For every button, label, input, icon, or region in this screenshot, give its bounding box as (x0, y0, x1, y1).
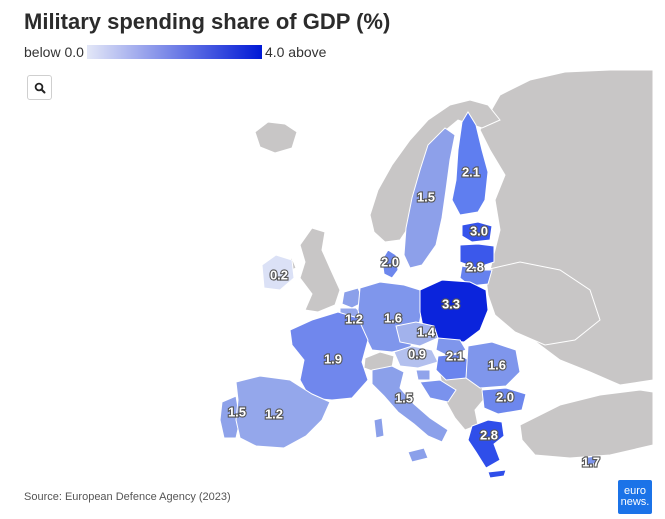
label-estonia: 3.0 (470, 223, 488, 238)
label-cyprus: 1.7 (582, 454, 600, 469)
logo-line-1: euro (623, 485, 647, 497)
country-sardinia (373, 417, 385, 439)
search-button[interactable] (27, 75, 52, 100)
country-denmark (381, 249, 399, 279)
country-croatia (419, 379, 457, 403)
label-bulgaria: 2.0 (496, 389, 514, 404)
search-icon (34, 82, 45, 93)
country-sweden (403, 127, 456, 269)
legend-color-ramp (86, 45, 262, 59)
source-note: Source: European Defence Agency (2023) (24, 491, 231, 503)
country-finland (451, 111, 489, 216)
logo-line-2: news. (620, 496, 650, 508)
label-spain: 1.2 (265, 406, 283, 421)
country-romania (465, 341, 521, 389)
country-latvia (459, 243, 495, 269)
country-crete (487, 469, 507, 479)
label-france: 1.9 (324, 351, 342, 366)
legend-max-label: 4.0 above (264, 44, 327, 60)
country-spain (235, 375, 331, 449)
chart-title: Military spending share of GDP (%) (24, 9, 391, 34)
country-slovenia (415, 369, 431, 381)
country-portugal (219, 395, 241, 439)
region-norway (369, 99, 501, 243)
label-greece: 2.8 (480, 427, 498, 442)
europe-map: 2.1 1.5 3.0 2.8 2.0 0.2 3.3 1.2 1.6 1.4 … (219, 69, 654, 479)
region-iceland (254, 121, 298, 154)
value-labels: 2.1 1.5 3.0 2.8 2.0 0.2 3.3 1.2 1.6 1.4 … (227, 163, 601, 470)
country-lithuania (459, 265, 493, 287)
label-romania: 1.6 (488, 357, 506, 372)
eu-countries (219, 111, 601, 479)
country-ireland (261, 254, 295, 291)
label-poland: 3.3 (442, 296, 460, 311)
region-great-britain (299, 227, 341, 313)
label-ireland: 0.2 (270, 267, 288, 282)
label-hungary: 2.1 (446, 348, 464, 363)
label-latvia: 2.8 (466, 259, 484, 274)
label-belgium: 1.2 (345, 311, 363, 326)
label-czechia: 1.4 (417, 324, 436, 339)
label-portugal: 1.5 (228, 404, 246, 419)
label-denmark: 2.0 (381, 254, 399, 269)
label-italy: 1.5 (395, 390, 413, 405)
label-sweden: 1.5 (417, 189, 435, 204)
country-france (289, 311, 369, 401)
country-cyprus (581, 455, 601, 467)
country-italy (371, 365, 449, 443)
country-bulgaria (481, 387, 527, 415)
color-legend: below 0.0 4.0 above (24, 43, 326, 61)
label-germany: 1.6 (384, 310, 402, 325)
region-turkey (519, 389, 654, 459)
region-belarus-ukraine (484, 261, 601, 346)
label-austria: 0.9 (408, 346, 426, 361)
legend-min-label: below 0.0 (24, 44, 84, 60)
country-greece (467, 419, 505, 469)
country-sicily (407, 447, 429, 463)
non-eu-land (254, 69, 654, 459)
euronews-logo[interactable]: euro news. (618, 480, 652, 514)
label-finland: 2.1 (462, 164, 480, 179)
country-slovakia (435, 337, 467, 357)
country-estonia (461, 221, 493, 243)
